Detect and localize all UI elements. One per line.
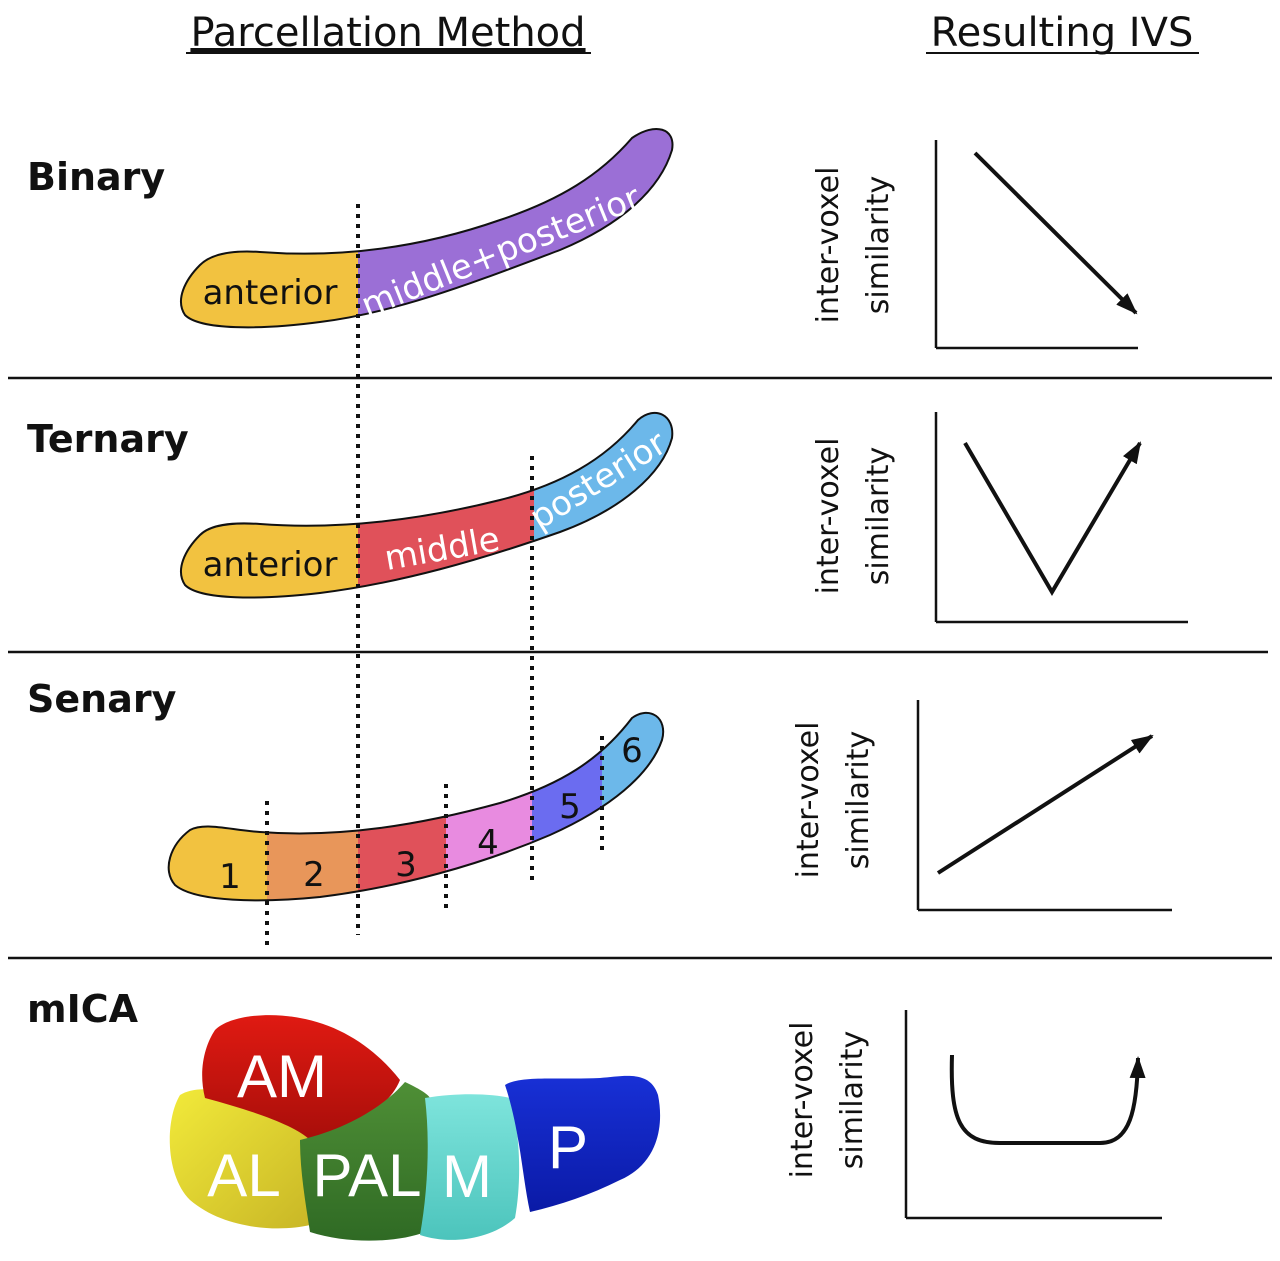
mica-region-AL xyxy=(169,1089,315,1229)
axis-label-line2: similarity xyxy=(861,176,896,314)
ternary-label-anterior: anterior xyxy=(203,545,338,585)
senary-label-6: 6 xyxy=(621,731,643,771)
senary-segment-3 xyxy=(358,712,446,901)
header-parcellation-method: Parcellation Method xyxy=(190,10,585,56)
mica-region-AM xyxy=(202,1015,400,1140)
ternary-hippocampus-shape: anterior middle posterior xyxy=(180,411,674,599)
row-label-ternary: Ternary xyxy=(27,417,189,461)
mica-label-P: P xyxy=(548,1114,588,1181)
header-resulting-ivs: Resulting IVS xyxy=(931,10,1194,56)
row-label-mica: mICA xyxy=(27,987,139,1031)
ternary-label-posterior: posterior xyxy=(523,423,674,538)
mica-region-PAL xyxy=(300,1082,432,1241)
senary-label-1: 1 xyxy=(219,857,241,897)
axis-label-line2: similarity xyxy=(835,1031,870,1169)
senary-label-5: 5 xyxy=(559,787,581,827)
ivs-plot-ternary: inter-voxel similarity xyxy=(811,412,1188,624)
mica-parcellation-render: AM AL PAL M P xyxy=(169,1015,661,1241)
senary-label-4: 4 xyxy=(477,823,499,863)
axis-label-line2: similarity xyxy=(861,447,896,585)
senary-label-3: 3 xyxy=(395,845,417,885)
mica-region-P xyxy=(505,1075,661,1212)
axis-label-line2: similarity xyxy=(841,731,876,869)
mica-label-AL: AL xyxy=(207,1142,280,1209)
ivs-plot-mica: inter-voxel similarity xyxy=(785,1010,1162,1220)
row-label-senary: Senary xyxy=(27,677,177,721)
axis-label-line1: inter-voxel xyxy=(811,438,846,595)
ternary-segment-middle xyxy=(358,412,534,598)
arrow-up-right-icon xyxy=(936,734,1154,875)
arrow-down-right-icon xyxy=(973,151,1138,315)
axis-label-line1: inter-voxel xyxy=(811,167,846,324)
mica-region-M xyxy=(420,1094,520,1240)
mica-label-M: M xyxy=(442,1143,492,1210)
u-shape-arrow-icon xyxy=(949,1054,1146,1145)
parcellation-boundaries xyxy=(265,204,604,945)
row-label-binary: Binary xyxy=(27,155,165,199)
axis-label-line1: inter-voxel xyxy=(785,1022,820,1179)
ivs-plot-binary: inter-voxel similarity xyxy=(811,140,1138,350)
senary-segment-1 xyxy=(168,712,267,901)
senary-segment-6 xyxy=(602,712,664,901)
mica-label-PAL: PAL xyxy=(313,1142,422,1209)
senary-label-2: 2 xyxy=(303,855,325,895)
binary-label-anterior: anterior xyxy=(203,273,338,313)
senary-hippocampus-shape: 1 2 3 4 5 6 xyxy=(167,711,665,902)
binary-hippocampus-shape: anterior middle+posterior xyxy=(180,128,674,329)
mica-label-AM: AM xyxy=(237,1043,327,1110)
axis-label-line1: inter-voxel xyxy=(791,722,826,879)
ivs-plot-senary: inter-voxel similarity xyxy=(791,700,1172,912)
v-shape-arrow-icon xyxy=(963,441,1142,596)
